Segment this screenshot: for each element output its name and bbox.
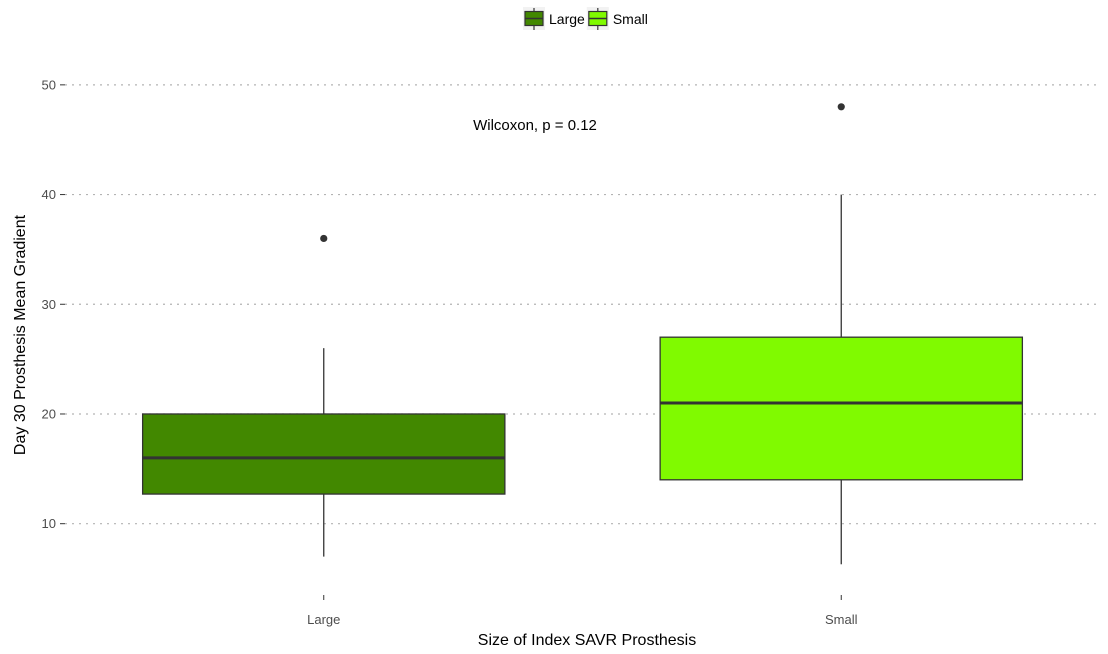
outlier-point (837, 103, 845, 111)
legend-key-large (523, 7, 545, 30)
legend: Large Small (523, 7, 648, 30)
legend-key-small (586, 7, 609, 30)
box-large (141, 234, 506, 557)
x-axis-title: Size of Index SAVR Prosthesis (478, 632, 696, 649)
iqr-box (659, 336, 1024, 481)
outlier-point (320, 234, 328, 243)
legend-label: Small (613, 11, 648, 27)
y-axis-ticks: 10 20 30 40 50 (42, 77, 65, 531)
y-tick-label: 30 (42, 297, 56, 312)
y-tick-label: 50 (42, 77, 56, 92)
legend-label: Large (549, 11, 585, 27)
iqr-box (141, 413, 506, 495)
wilcoxon-annotation: Wilcoxon, p = 0.12 (473, 117, 597, 134)
x-tick-label: Large (307, 612, 340, 627)
boxes (141, 103, 1024, 565)
y-tick-label: 40 (42, 187, 56, 202)
y-tick-label: 20 (42, 406, 56, 421)
y-axis-title: Day 30 Prosthesis Mean Gradient (12, 214, 29, 455)
x-tick-label: Small (825, 612, 858, 627)
y-tick-label: 10 (42, 516, 56, 531)
box-small (659, 103, 1024, 565)
x-axis-ticks: Large Small (307, 595, 858, 627)
